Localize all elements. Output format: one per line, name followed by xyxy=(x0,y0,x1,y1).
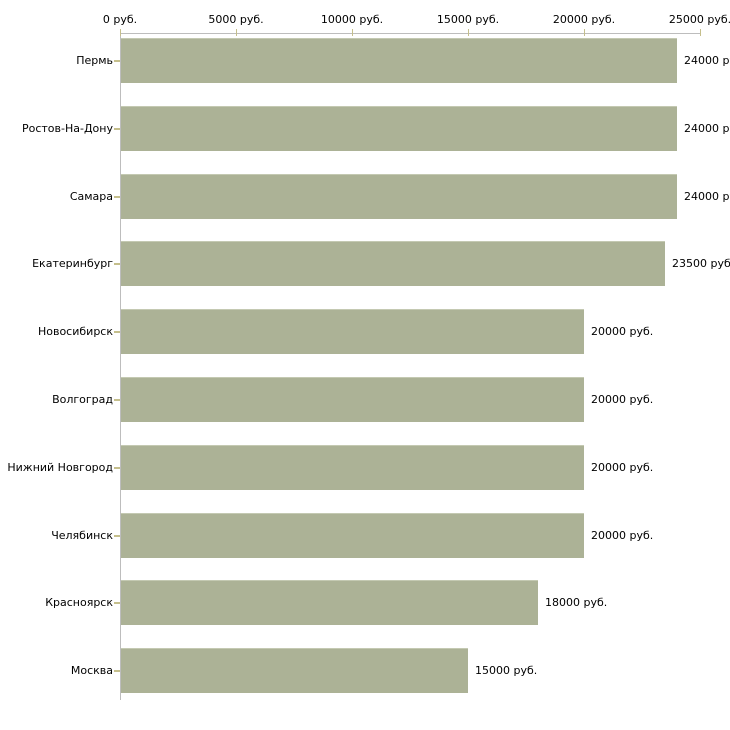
x-tick-label: 20000 руб. xyxy=(552,13,616,26)
category-label: Москва xyxy=(70,664,113,678)
x-tick-mark xyxy=(120,29,121,36)
x-tick-label: 5000 руб. xyxy=(208,13,264,26)
y-tick-mark xyxy=(114,195,120,198)
bar xyxy=(121,173,677,219)
y-tick-mark xyxy=(114,127,120,130)
bar-row: Москва 15000 руб. xyxy=(0,648,730,716)
bar-value-label: 24000 руб. xyxy=(684,121,730,135)
bar-value-label: 24000 руб. xyxy=(684,189,730,203)
category-label: Нижний Новгород xyxy=(7,460,113,474)
bar-value-label: 15000 руб. xyxy=(475,664,538,678)
category-label: Челябинск xyxy=(51,528,113,542)
x-axis-line xyxy=(120,33,701,34)
x-tick-mark xyxy=(700,29,701,36)
x-tick-label: 0 руб. xyxy=(102,13,138,26)
bar-row: Пермь 24000 руб. xyxy=(0,38,730,106)
bar xyxy=(121,648,468,694)
bar xyxy=(121,105,677,151)
x-tick-mark xyxy=(236,29,237,36)
bar xyxy=(121,444,584,490)
bar-row: Красноярск 18000 руб. xyxy=(0,580,730,648)
category-label: Екатеринбург xyxy=(32,257,113,271)
x-tick-mark xyxy=(584,29,585,36)
bar-row: Новосибирск 20000 руб. xyxy=(0,309,730,377)
y-axis-line xyxy=(120,33,121,700)
bar xyxy=(121,241,665,287)
bar-rows: Пермь 24000 руб. Ростов-На-Дону 24000 ру… xyxy=(0,38,730,716)
bar-value-label: 20000 руб. xyxy=(591,460,654,474)
y-tick-mark xyxy=(114,670,120,673)
bar-value-label: 24000 руб. xyxy=(684,54,730,67)
bar-row: Нижний Новгород 20000 руб. xyxy=(0,444,730,513)
bar-row: Челябинск 20000 руб. xyxy=(0,512,730,581)
category-label: Красноярск xyxy=(45,596,113,610)
y-tick-mark xyxy=(114,534,120,537)
y-tick-mark xyxy=(114,331,120,334)
x-tick-label: 25000 руб. xyxy=(668,13,730,26)
bar-value-label: 23500 руб. xyxy=(672,257,730,271)
y-tick-mark xyxy=(114,466,120,469)
bar-row: Ростов-На-Дону 24000 руб. xyxy=(0,105,730,174)
category-label: Самара xyxy=(69,189,113,203)
y-tick-mark xyxy=(114,602,120,605)
bar-value-label: 20000 руб. xyxy=(591,528,654,542)
bar xyxy=(121,38,677,83)
bar-row: Екатеринбург 23500 руб. xyxy=(0,241,730,309)
x-tick-label: 15000 руб. xyxy=(436,13,500,26)
x-tick-mark xyxy=(468,29,469,36)
bar xyxy=(121,580,538,626)
category-label: Ростов-На-Дону xyxy=(21,121,113,135)
category-label: Волгоград xyxy=(52,392,113,406)
y-tick-mark xyxy=(114,398,120,401)
y-tick-mark xyxy=(114,60,120,62)
bar xyxy=(121,309,584,355)
bar xyxy=(121,512,584,558)
bar-row: Волгоград 20000 руб. xyxy=(0,376,730,445)
bar-value-label: 20000 руб. xyxy=(591,325,654,339)
category-label: Пермь xyxy=(76,54,113,67)
y-tick-mark xyxy=(114,263,120,266)
bar-row: Самара 24000 руб. xyxy=(0,173,730,242)
bar xyxy=(121,376,584,422)
bar-value-label: 20000 руб. xyxy=(591,392,654,406)
x-tick-mark xyxy=(352,29,353,36)
category-label: Новосибирск xyxy=(37,325,113,339)
x-tick-label: 10000 руб. xyxy=(320,13,384,26)
bar-value-label: 18000 руб. xyxy=(545,596,608,610)
